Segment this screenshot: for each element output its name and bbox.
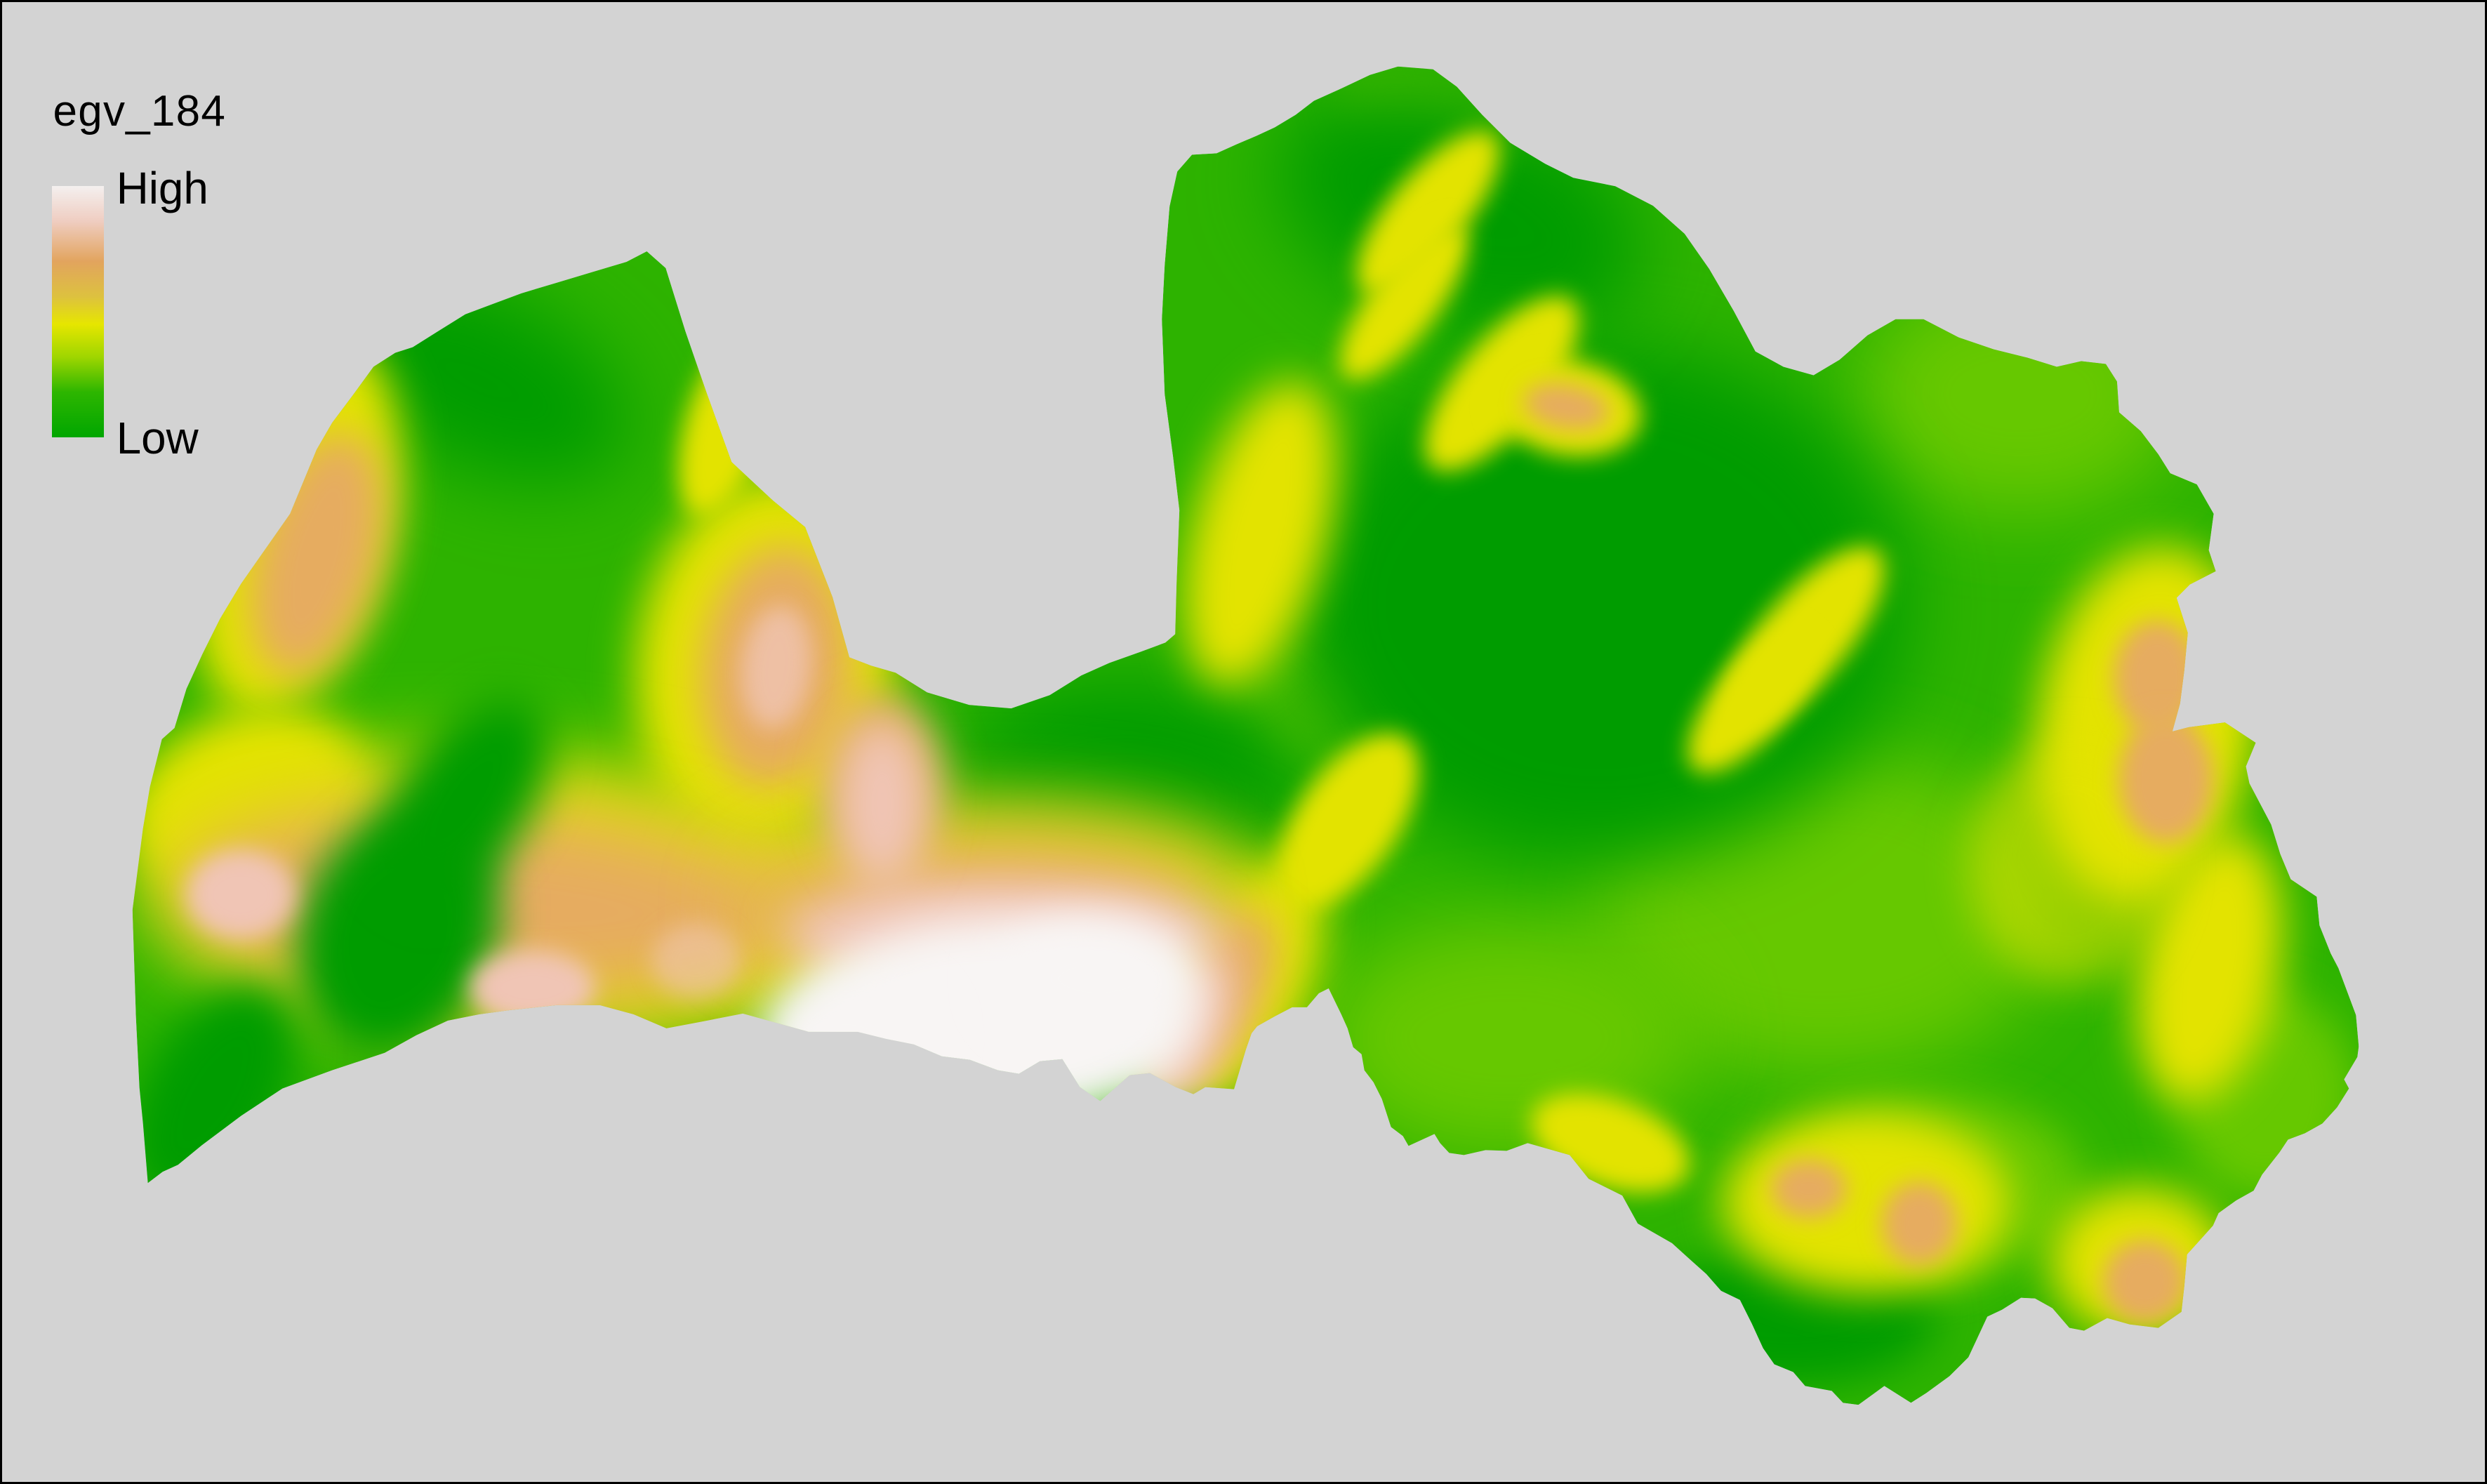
page-title: egv_184	[53, 87, 227, 136]
map-blobs-green-wedges	[132, 698, 550, 1203]
map-surface	[132, 66, 2359, 1405]
